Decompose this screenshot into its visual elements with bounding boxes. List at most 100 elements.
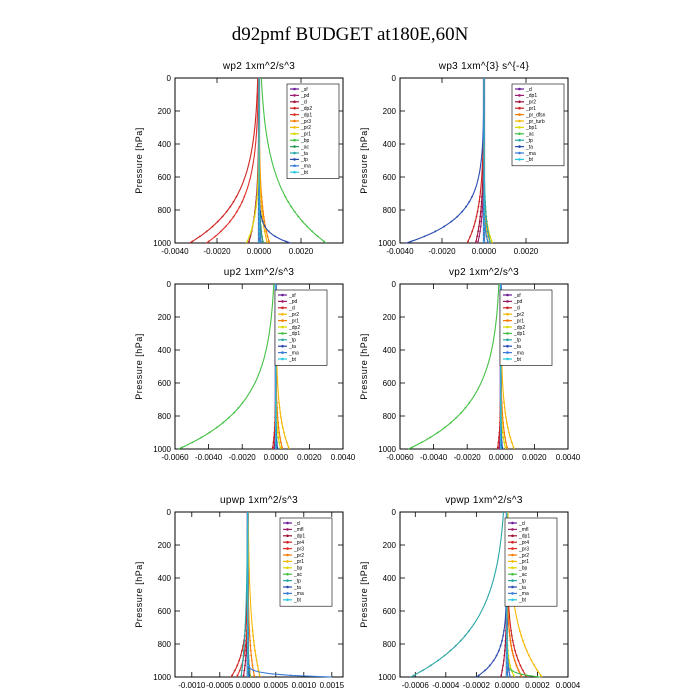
series-point xyxy=(248,629,251,632)
series-point xyxy=(481,195,483,198)
series-point xyxy=(504,436,506,439)
legend-marker xyxy=(506,300,509,303)
chart-title: wp2 1xm^2/s^3 xyxy=(222,61,295,72)
legend-entry: _bt xyxy=(288,357,297,363)
series-point xyxy=(429,436,432,439)
series-point xyxy=(260,200,262,203)
y-axis-label: Pressure [hPa] xyxy=(134,333,144,400)
series-point xyxy=(281,446,283,449)
series-point xyxy=(258,195,260,198)
series-point xyxy=(504,411,507,414)
series-point xyxy=(244,659,247,662)
series-point xyxy=(258,220,260,223)
legend-box xyxy=(286,83,340,179)
chart-panel-1: wp2 1xm^2/s^3 Pressure [hPa] 0 200 400 600 800… xyxy=(134,61,344,256)
series-point xyxy=(258,230,260,233)
legend-marker xyxy=(281,351,284,354)
series-point xyxy=(530,659,533,662)
series-point xyxy=(243,195,246,198)
legend-entry: _cl xyxy=(513,306,520,312)
legend-marker xyxy=(293,158,296,161)
series-point xyxy=(443,426,446,429)
series-point xyxy=(488,664,491,667)
series-point xyxy=(181,446,183,449)
series-point xyxy=(437,659,439,662)
series-point xyxy=(515,664,518,667)
series-point xyxy=(272,441,275,444)
series-point xyxy=(429,664,432,667)
series-point xyxy=(253,215,256,218)
series-point xyxy=(238,669,241,672)
series-point xyxy=(508,674,511,677)
series-point xyxy=(506,446,508,449)
series-point xyxy=(512,674,515,677)
legend-marker xyxy=(281,293,284,297)
series-point xyxy=(505,441,507,444)
series-point xyxy=(258,210,260,213)
legend-entry: _cl xyxy=(300,100,307,106)
series-point xyxy=(504,446,507,449)
legend-entry: _bp1 xyxy=(525,125,537,131)
series-line-dp1 xyxy=(408,283,500,450)
series-point xyxy=(483,240,485,243)
legend-entry: _ac xyxy=(293,572,303,578)
series-line-ta xyxy=(476,512,508,678)
series-point xyxy=(249,644,252,647)
series-point xyxy=(207,240,210,243)
series-point xyxy=(216,220,219,223)
legend-marker xyxy=(511,540,514,544)
y-tick-label: 1000 xyxy=(153,673,171,682)
series-point xyxy=(506,629,508,632)
y-tick-label: 1000 xyxy=(153,445,171,454)
series-point xyxy=(520,674,523,677)
series-point xyxy=(506,649,508,652)
series-point xyxy=(503,649,506,652)
series-point xyxy=(250,230,252,233)
legend-marker xyxy=(511,534,514,538)
legend-marker xyxy=(518,158,521,161)
x-tick-label: -0.0002 xyxy=(463,681,491,690)
series-point xyxy=(468,200,471,203)
legend-marker xyxy=(518,100,521,104)
x-tick-label: 0.0020 xyxy=(289,247,314,256)
x-tick-label: -0.0060 xyxy=(161,453,189,462)
legend-entry: _bt xyxy=(518,598,527,604)
legend-entry: _dp1 xyxy=(518,534,530,540)
x-tick-label: 0.0015 xyxy=(320,681,345,690)
legend-marker xyxy=(293,94,296,97)
series-point xyxy=(488,240,491,243)
x-tick-label: 0.0040 xyxy=(556,453,581,462)
series-point xyxy=(487,230,489,233)
y-tick-label: 400 xyxy=(158,140,172,149)
series-point xyxy=(497,649,500,652)
plot-frame xyxy=(174,511,344,678)
series-point xyxy=(450,220,453,223)
y-tick-label: 1000 xyxy=(378,445,396,454)
legend-entry: _pr1 xyxy=(288,318,299,324)
series-point xyxy=(276,446,279,449)
series-point xyxy=(306,225,309,228)
series-point xyxy=(503,406,506,409)
legend-entry: _pr3 xyxy=(300,119,311,125)
series-point xyxy=(502,426,505,429)
legend-entry: _pr1 xyxy=(293,559,304,565)
series-point xyxy=(478,195,481,198)
series-line-dp1 xyxy=(178,283,275,450)
series-point xyxy=(237,406,240,409)
x-tick-label: 0.0040 xyxy=(331,453,356,462)
series-point xyxy=(506,674,508,677)
series-point xyxy=(506,426,509,429)
series-point xyxy=(475,215,478,218)
series-point xyxy=(443,654,446,657)
series-point xyxy=(264,225,266,228)
series-point xyxy=(242,649,245,652)
series-point xyxy=(483,225,485,228)
legend-entry: _ac xyxy=(300,144,310,150)
series-point xyxy=(421,669,424,672)
legend-entry: _sf xyxy=(513,293,521,299)
series-point xyxy=(480,205,483,208)
y-tick-label: 600 xyxy=(158,379,172,388)
series-point xyxy=(443,225,446,228)
y-tick-label: 800 xyxy=(158,206,172,215)
legend-entry: _pd xyxy=(288,299,298,305)
